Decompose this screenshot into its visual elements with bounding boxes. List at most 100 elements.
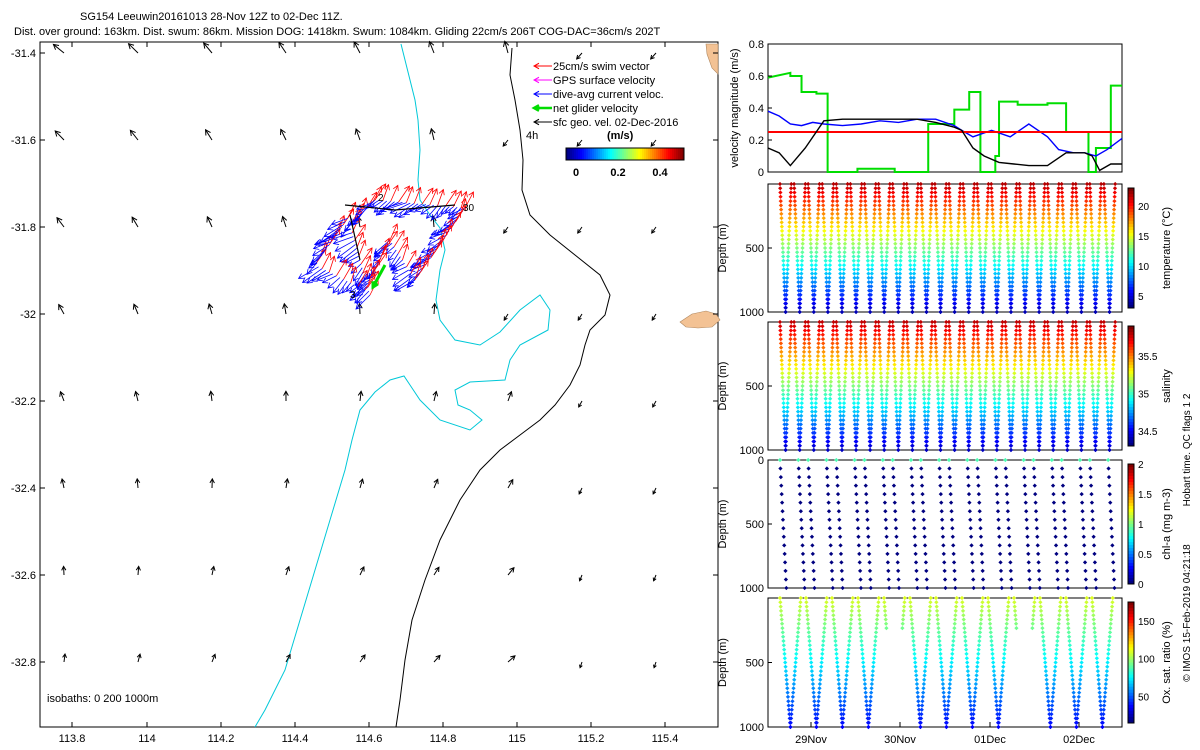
dive-avg-current-arrow <box>349 286 359 294</box>
section-point <box>806 466 811 471</box>
section-point <box>840 430 845 436</box>
section-point <box>1025 534 1030 539</box>
section-point <box>1089 358 1094 363</box>
section-point <box>1068 651 1073 657</box>
section-point <box>924 443 929 448</box>
section-point <box>956 211 962 216</box>
section-point <box>779 228 785 234</box>
section-point <box>1067 392 1072 397</box>
section-point <box>1062 245 1067 251</box>
section-point <box>843 362 848 367</box>
section-point <box>900 211 905 216</box>
section-point <box>1106 280 1111 285</box>
section-point <box>870 673 875 678</box>
section-point <box>856 392 861 397</box>
section-point <box>881 466 886 471</box>
section-colorbar-cell <box>1128 269 1134 273</box>
section-point <box>913 366 919 372</box>
section-point <box>814 720 819 725</box>
section-point <box>924 447 929 453</box>
section-point <box>999 681 1004 687</box>
section-point <box>820 332 825 337</box>
section-point <box>962 349 967 354</box>
dive-avg-current-arrow <box>306 270 326 284</box>
section-point <box>939 292 944 298</box>
section-point <box>822 366 827 372</box>
section-point <box>966 492 972 497</box>
section-point <box>941 388 946 393</box>
map-panel: 2 30 3 113.8 114 114.2 114.4 114.6 114.8 115 11… <box>11 40 721 745</box>
section-point <box>825 309 831 315</box>
section-point <box>972 694 977 700</box>
section-point <box>779 354 784 359</box>
section-point <box>993 690 998 695</box>
section-point <box>886 198 892 204</box>
section-point <box>797 305 803 310</box>
section-point <box>880 413 885 418</box>
section-point <box>815 371 820 376</box>
swim-vector-arrow <box>464 191 474 209</box>
section-point <box>960 600 965 605</box>
section-point <box>970 349 976 354</box>
colorbar-cell <box>626 148 629 160</box>
section-point <box>791 686 796 691</box>
section-point <box>778 324 783 329</box>
section-point <box>834 194 840 199</box>
section-point <box>960 181 966 187</box>
section-point <box>838 703 843 708</box>
section-point <box>955 241 960 246</box>
section-point <box>1052 288 1057 293</box>
section-point <box>878 228 883 234</box>
section-point <box>1105 409 1110 414</box>
section-point <box>1033 366 1038 372</box>
section-point <box>822 224 827 229</box>
section-colorbar-cell <box>1128 716 1134 721</box>
section-point <box>1079 664 1084 669</box>
section-point <box>780 625 785 631</box>
y-tick-label: -32 <box>20 309 36 321</box>
section-point <box>826 422 832 427</box>
section-point <box>1061 354 1066 359</box>
section-point <box>1010 262 1016 268</box>
section-point <box>947 681 952 687</box>
section-point <box>868 297 873 302</box>
section-point <box>1036 568 1042 574</box>
section-colorbar-cell <box>1128 221 1134 225</box>
section-point <box>814 716 820 721</box>
colorbar-cell <box>632 148 635 160</box>
section-point <box>968 262 973 268</box>
section-colorbar-cell <box>1128 647 1134 651</box>
section-point <box>992 250 997 255</box>
section-point <box>1046 198 1051 204</box>
section-point <box>1054 379 1059 384</box>
section-point <box>784 677 789 682</box>
section-point <box>1052 267 1058 272</box>
section-point <box>1040 366 1045 372</box>
section-point <box>900 358 905 363</box>
section-colorbar-tick: 10 <box>1138 262 1150 273</box>
section-point <box>1010 267 1015 272</box>
section-point <box>862 681 868 687</box>
section-point <box>1056 328 1061 333</box>
section-y-tick-label: 0 <box>758 455 764 467</box>
section-colorbar-cell <box>1128 278 1134 282</box>
section-point <box>908 409 913 414</box>
section-point <box>1091 405 1096 410</box>
section-colorbar-cell <box>1128 674 1134 679</box>
swim-vector-arrow <box>405 186 414 203</box>
section-point <box>995 509 1001 514</box>
section-point <box>951 551 956 556</box>
section-point <box>999 211 1004 216</box>
section-point <box>954 275 959 280</box>
section-point <box>841 413 846 418</box>
section-point <box>1078 673 1083 678</box>
section-point <box>905 194 910 199</box>
section-point <box>815 362 820 367</box>
section-point <box>952 617 958 622</box>
section-point <box>1095 250 1101 255</box>
section-point <box>884 250 889 255</box>
section-point <box>924 568 929 574</box>
section-point <box>937 643 942 648</box>
section-point <box>886 577 891 582</box>
